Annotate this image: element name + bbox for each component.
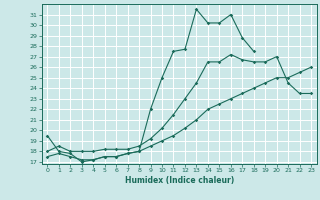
X-axis label: Humidex (Indice chaleur): Humidex (Indice chaleur)	[124, 176, 234, 185]
